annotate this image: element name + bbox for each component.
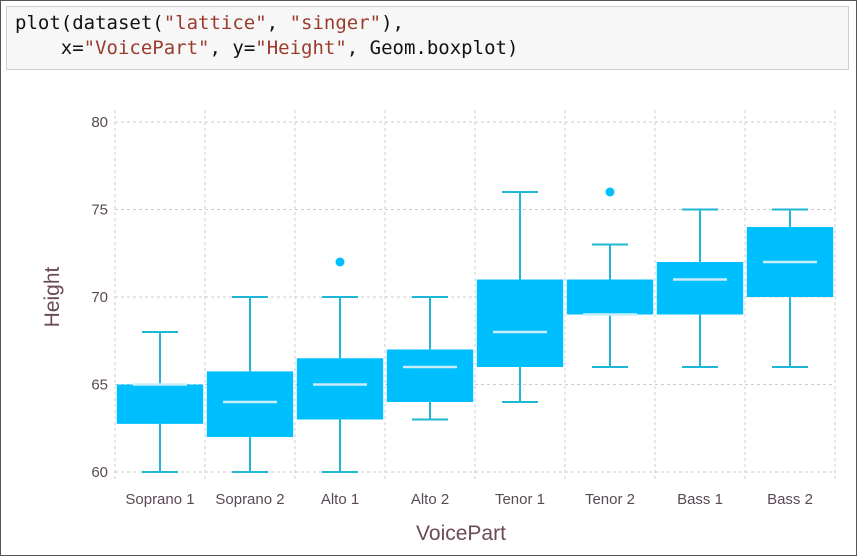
code-x-value: "VoicePart" xyxy=(83,37,210,59)
x-tick-label: Bass 1 xyxy=(677,491,723,508)
x-tick-label: Tenor 2 xyxy=(585,491,635,508)
box-iqr xyxy=(116,384,204,424)
x-axis-title: VoicePart xyxy=(416,522,506,545)
code-arg-package: "lattice" xyxy=(163,12,267,34)
y-tick-labels: 60 65 70 75 80 xyxy=(91,114,108,481)
y-tick-label: 75 xyxy=(91,202,108,219)
code-close1: ), xyxy=(381,12,404,34)
box-group xyxy=(206,296,294,473)
code-fn-open: plot(dataset( xyxy=(15,12,164,34)
y-tick-label: 80 xyxy=(91,114,108,131)
x-tick-label: Soprano 1 xyxy=(125,491,194,508)
box-group xyxy=(116,331,204,473)
box-iqr xyxy=(566,279,654,315)
box-group xyxy=(656,208,744,368)
x-tick-label: Tenor 1 xyxy=(495,491,545,508)
y-tick-label: 65 xyxy=(91,377,108,394)
y-tick-label: 70 xyxy=(91,289,108,306)
code-x-key: x= xyxy=(60,37,84,59)
y-tick-label: 60 xyxy=(91,464,108,481)
box-iqr xyxy=(206,371,294,437)
code-y-value: "Height" xyxy=(255,37,347,59)
code-tail: , Geom.boxplot) xyxy=(346,37,519,59)
box-iqr xyxy=(296,358,384,420)
code-arg-dataset: "singer" xyxy=(289,12,382,34)
box-group xyxy=(386,296,474,421)
x-tick-labels: Soprano 1 Soprano 2 Alto 1 Alto 2 Tenor 1 Ten… xyxy=(125,491,813,508)
box-series xyxy=(116,187,834,473)
x-tick-label: Alto 1 xyxy=(321,491,359,508)
code-y-key: y= xyxy=(232,37,256,59)
outlier-point xyxy=(335,257,345,267)
box-group xyxy=(296,257,384,473)
y-axis-title: Height xyxy=(41,266,64,327)
x-tick-label: Alto 2 xyxy=(411,491,449,508)
box-iqr xyxy=(476,279,564,367)
x-tick-label: Bass 2 xyxy=(767,491,813,508)
box-group xyxy=(746,208,834,368)
x-tick-label: Soprano 2 xyxy=(215,491,284,508)
box-group xyxy=(566,187,654,368)
box-iqr xyxy=(386,349,474,402)
box-group xyxy=(476,191,564,403)
code-sep1: , xyxy=(266,12,290,34)
box-iqr xyxy=(656,262,744,315)
code-sep2: , xyxy=(209,37,233,59)
outlier-point xyxy=(605,187,615,197)
code-cell[interactable]: plot(dataset("lattice", "singer"), x="Vo… xyxy=(6,6,849,70)
